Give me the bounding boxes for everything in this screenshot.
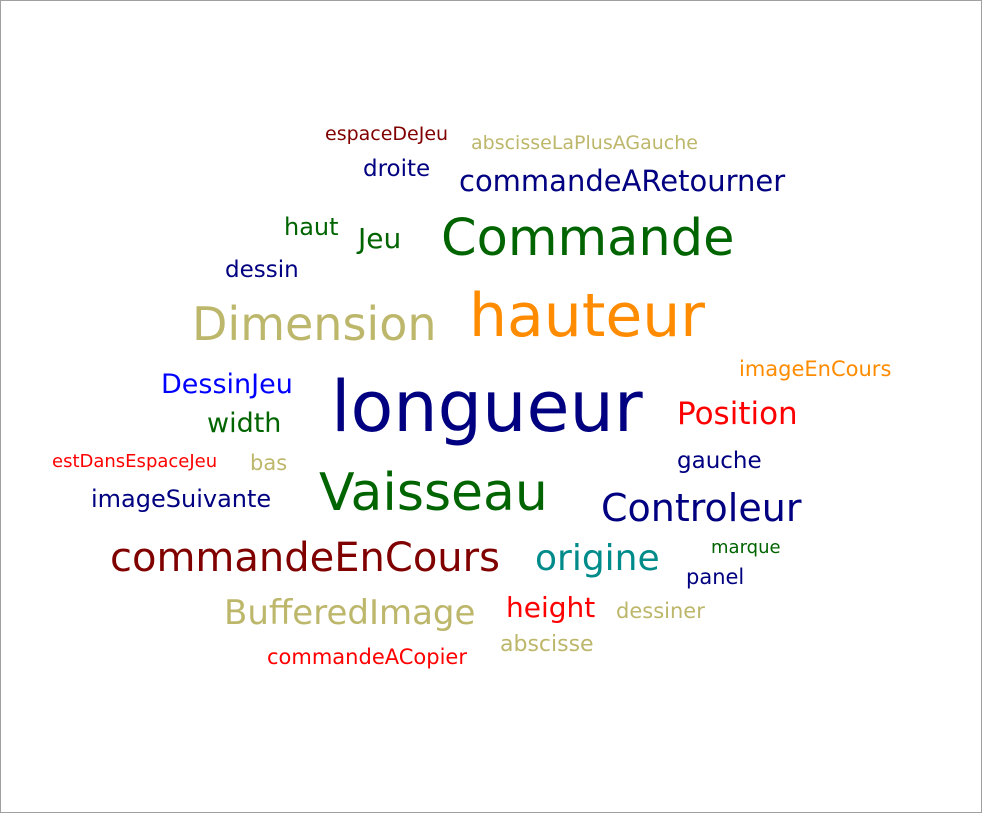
word-dessinjeu: DessinJeu <box>161 369 293 400</box>
word-espacedejeu: espaceDeJeu <box>325 123 449 145</box>
word-position: Position <box>677 396 798 432</box>
word-longueur: longueur <box>331 366 643 448</box>
word-height: height <box>506 591 596 624</box>
word-origine: origine <box>535 538 660 579</box>
word-marque: marque <box>711 537 781 558</box>
word-imageencours: imageEnCours <box>739 357 892 381</box>
word-dimension: Dimension <box>192 297 437 351</box>
word-commandeencours: commandeEnCours <box>110 535 500 581</box>
word-hauteur: hauteur <box>469 281 705 351</box>
word-bufferedimage: BufferedImage <box>224 593 476 633</box>
word-dessin: dessin <box>225 257 299 283</box>
word-estdansespacejeu: estDansEspaceJeu <box>52 451 218 472</box>
word-dessiner: dessiner <box>616 599 705 623</box>
word-droite: droite <box>363 156 431 182</box>
word-jeu: Jeu <box>358 222 402 255</box>
word-commandearetourner: commandeARetourner <box>459 164 786 198</box>
word-panel: panel <box>686 565 745 589</box>
word-vaisseau: Vaisseau <box>319 463 548 523</box>
word-gauche: gauche <box>677 448 762 474</box>
word-commandeacopier: commandeACopier <box>267 645 467 669</box>
word-imagesuivante: imageSuivante <box>91 485 272 513</box>
word-haut: haut <box>284 213 339 241</box>
word-abscisselaplusagauche: abscisseLaPlusAGauche <box>471 132 698 154</box>
word-width: width <box>207 408 282 439</box>
word-commande: Commande <box>441 209 735 268</box>
word-bas: bas <box>250 451 288 475</box>
word-controleur: Controleur <box>601 486 802 530</box>
word-abscisse: abscisse <box>500 632 594 657</box>
